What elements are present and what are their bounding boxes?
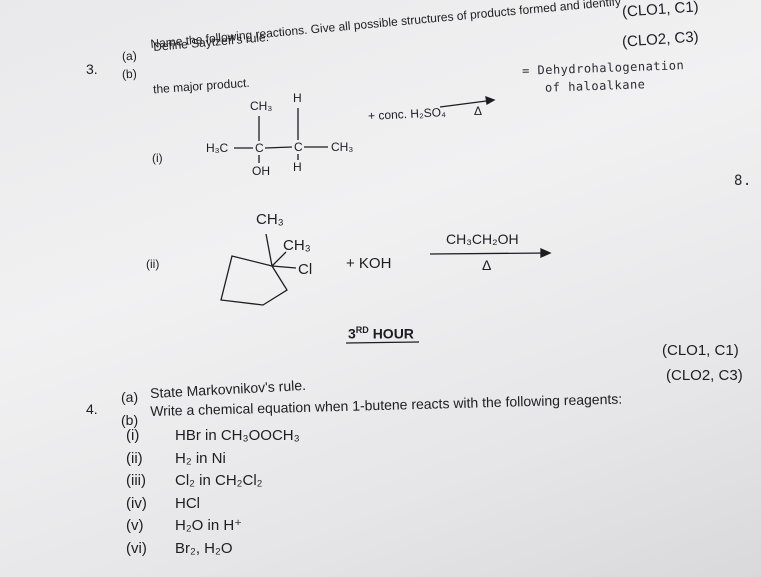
reagent-formula: H₂O in H⁺ (175, 517, 243, 534)
reagent: + KOH (346, 255, 392, 272)
clo-tag: (CLO2, C3) (666, 367, 743, 384)
underline (345, 341, 420, 344)
atom: H (293, 160, 302, 174)
part-label: (a) (121, 389, 139, 405)
atom: H₃C (206, 141, 229, 155)
bond (271, 265, 297, 269)
bond (265, 233, 273, 267)
atom: CH₃ (283, 237, 311, 254)
reagent-formula: HCl (175, 494, 200, 512)
atom: C (255, 141, 264, 155)
reagent-label: (v) (126, 517, 144, 534)
reagent-formula: Br₂, H₂O (175, 539, 233, 557)
part-label: (a) (121, 48, 138, 64)
condition: Δ (482, 257, 492, 273)
section-heading: 3RD HOUR (348, 326, 414, 341)
solvent: CH₃CH₂OH (446, 231, 519, 247)
handwritten-note: of haloalkane (544, 77, 646, 95)
reagent-formula: HBr in CH₃OOCH₃ (175, 427, 300, 444)
reagent-label: (vi) (126, 539, 147, 557)
question-number: 4. (86, 401, 98, 417)
reagent-formula: H₂ in Ni (175, 449, 226, 467)
hour-word: HOUR (372, 325, 414, 342)
condition: Δ (474, 104, 483, 118)
reagent-label: (i) (126, 427, 140, 444)
reaction-arrow (429, 252, 549, 255)
part-label: (b) (121, 412, 139, 428)
atom: CH₃ (331, 140, 354, 154)
atom: Cl (298, 261, 313, 278)
question-number: 3. (86, 61, 98, 77)
cyclopentane-ring (220, 255, 288, 306)
bond (271, 251, 287, 267)
handwritten-mark: 8. (734, 173, 752, 189)
reagent-label: (iv) (126, 494, 147, 512)
arrow-head (540, 247, 552, 259)
atom: H (293, 91, 302, 105)
atom: OH (252, 164, 270, 178)
reagent-formula: Cl₂ in CH₂Cl₂ (175, 472, 263, 489)
part-label: (i) (152, 151, 163, 165)
atom: CH₃ (250, 99, 273, 113)
clo-tag: (CLO1, C1) (662, 342, 739, 359)
part-label: (ii) (146, 257, 160, 271)
hour-number: 3 (348, 325, 356, 342)
reaction-arrow (439, 99, 495, 108)
atom: C (294, 140, 303, 154)
hour-suffix: RD (355, 325, 369, 335)
bond (264, 146, 293, 149)
arrow-head (485, 96, 496, 106)
reagent-label: (ii) (126, 449, 143, 467)
part-label: (b) (121, 66, 138, 82)
atom: CH₃ (256, 211, 284, 228)
reagent-label: (iii) (126, 472, 146, 489)
